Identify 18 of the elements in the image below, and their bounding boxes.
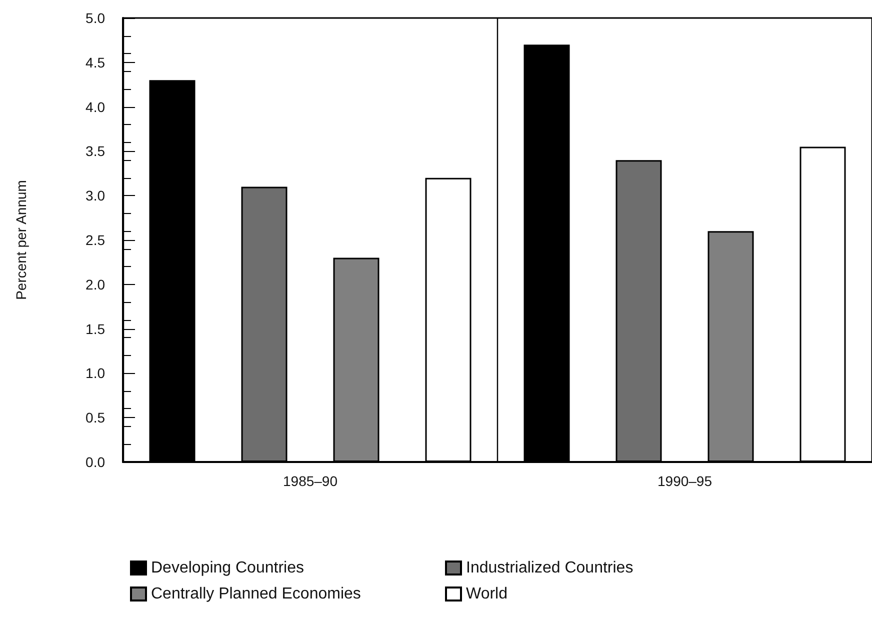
- y-tick-label: 4.5: [86, 54, 106, 70]
- y-tick-label: 2.0: [86, 276, 106, 292]
- legend-label: Industrialized Countries: [466, 560, 634, 576]
- x-tick-label: 1985–90: [282, 473, 338, 489]
- y-axis-title: Percent per Annum: [13, 180, 29, 300]
- y-tick-label: 0.0: [86, 454, 106, 470]
- y-tick-label: 0.5: [86, 410, 106, 426]
- y-tick-label: 2.5: [86, 232, 106, 248]
- y-tick-label: 1.5: [86, 320, 106, 337]
- y-tick-label: 3.0: [86, 188, 106, 204]
- legend-label: Developing Countries: [151, 560, 304, 576]
- y-tick-label: 4.0: [86, 98, 106, 115]
- y-tick-label: 3.5: [86, 143, 106, 160]
- y-tick-label: 1.0: [86, 365, 106, 382]
- x-tick-label: 1990–95: [657, 473, 712, 489]
- legend-label: World: [466, 586, 508, 602]
- legend-label: Centrally Planned Economies: [151, 586, 361, 602]
- y-tick-label: 5.0: [86, 10, 106, 26]
